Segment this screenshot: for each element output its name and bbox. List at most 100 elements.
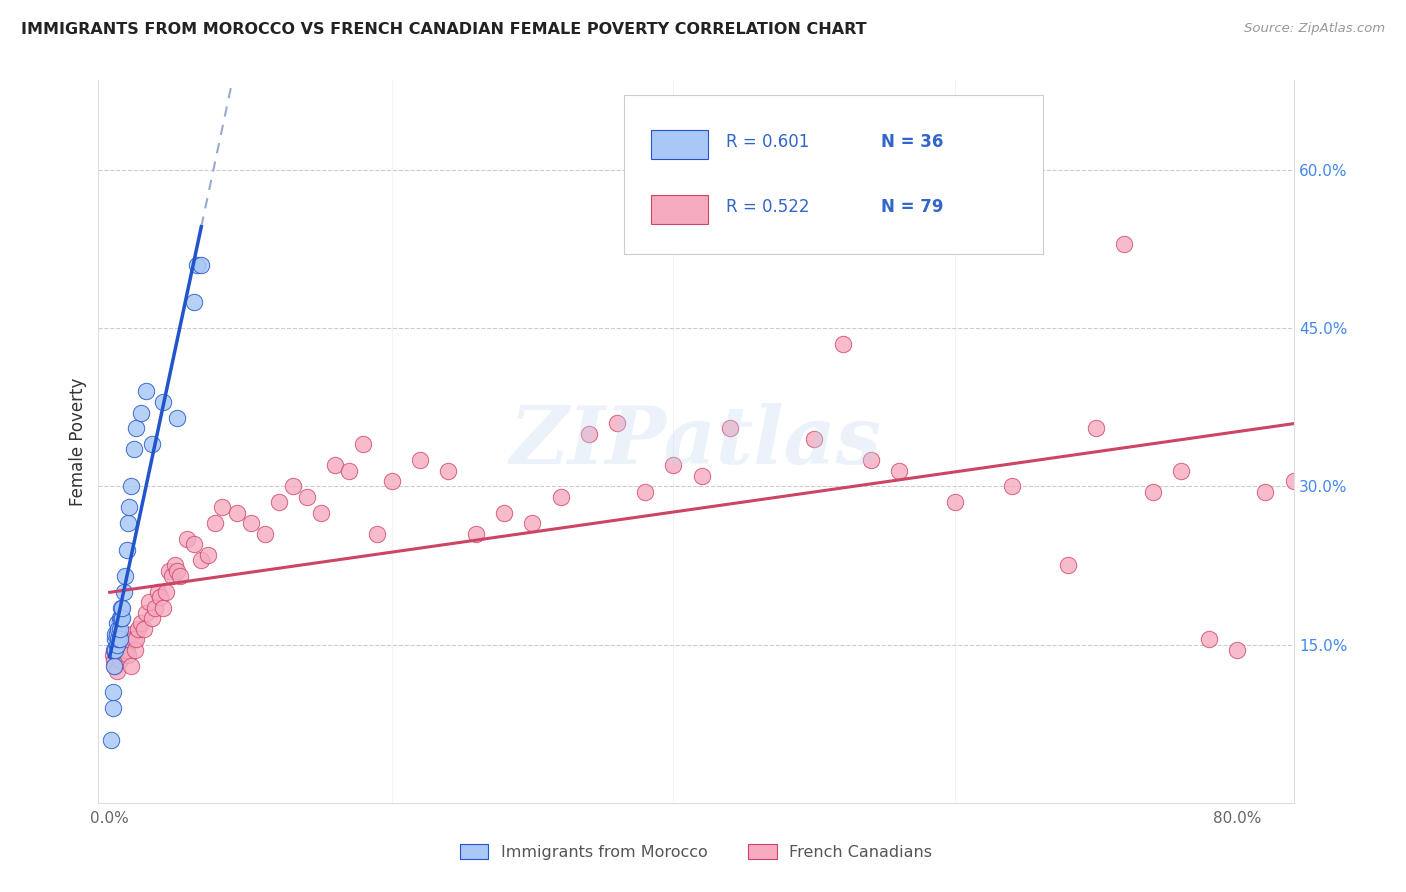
- Point: [110, 611, 132, 625]
- Point: [887, 464, 910, 478]
- Point: [103, 658, 125, 673]
- Point: [166, 410, 188, 425]
- Point: [107, 632, 129, 647]
- Point: [183, 294, 205, 309]
- Point: [267, 495, 290, 509]
- Point: [101, 701, 124, 715]
- Point: [190, 553, 212, 567]
- Point: [132, 622, 155, 636]
- Point: [104, 627, 127, 641]
- Point: [522, 516, 544, 531]
- Point: [606, 416, 628, 430]
- Point: [105, 664, 128, 678]
- Point: [155, 585, 177, 599]
- Text: N = 79: N = 79: [882, 198, 943, 216]
- Text: R = 0.522: R = 0.522: [725, 198, 810, 216]
- Point: [101, 685, 124, 699]
- Point: [337, 464, 360, 478]
- Point: [253, 526, 276, 541]
- Point: [107, 622, 129, 636]
- Point: [125, 421, 148, 435]
- Point: [550, 490, 572, 504]
- Point: [309, 506, 332, 520]
- Point: [105, 638, 128, 652]
- Point: [143, 600, 166, 615]
- Point: [135, 384, 157, 399]
- Point: [103, 643, 125, 657]
- FancyBboxPatch shape: [624, 95, 1043, 253]
- Point: [115, 542, 138, 557]
- Point: [1226, 643, 1249, 657]
- Point: [104, 643, 127, 657]
- Point: [211, 500, 233, 515]
- Point: [127, 622, 149, 636]
- Point: [108, 611, 131, 625]
- Point: [225, 506, 247, 520]
- Point: [323, 458, 346, 473]
- Point: [831, 337, 853, 351]
- Point: [115, 643, 138, 657]
- Point: [803, 432, 825, 446]
- Point: [125, 632, 148, 647]
- Point: [117, 516, 139, 531]
- Point: [117, 648, 139, 662]
- Point: [110, 600, 132, 615]
- Bar: [651, 194, 709, 224]
- Point: [160, 569, 183, 583]
- Point: [1198, 632, 1220, 647]
- Point: [1001, 479, 1024, 493]
- Text: N = 36: N = 36: [882, 133, 943, 151]
- Point: [152, 600, 174, 615]
- Point: [176, 532, 198, 546]
- Point: [129, 616, 152, 631]
- Point: [108, 632, 131, 647]
- Point: [122, 632, 145, 647]
- Point: [112, 643, 135, 657]
- Point: [114, 638, 136, 652]
- Point: [141, 437, 163, 451]
- Point: [494, 506, 516, 520]
- Point: [295, 490, 318, 504]
- Point: [100, 732, 122, 747]
- Point: [101, 648, 124, 662]
- Point: [1114, 236, 1136, 251]
- Point: [281, 479, 304, 493]
- Point: [121, 627, 143, 641]
- Point: [662, 458, 685, 473]
- Point: [204, 516, 226, 531]
- Point: [239, 516, 262, 531]
- Point: [352, 437, 374, 451]
- Point: [122, 442, 145, 457]
- Point: [111, 638, 134, 652]
- Point: [120, 479, 142, 493]
- Point: [1057, 558, 1080, 573]
- Point: [409, 453, 432, 467]
- Point: [104, 632, 127, 647]
- Point: [110, 643, 132, 657]
- Point: [163, 558, 186, 573]
- Point: [183, 537, 205, 551]
- Point: [157, 564, 180, 578]
- Point: [152, 395, 174, 409]
- Point: [104, 658, 127, 673]
- Point: [118, 500, 141, 515]
- Point: [111, 600, 134, 615]
- Point: [146, 585, 169, 599]
- Point: [124, 643, 146, 657]
- Point: [169, 569, 191, 583]
- Point: [718, 421, 741, 435]
- Point: [120, 658, 142, 673]
- Text: ZIPatlas: ZIPatlas: [510, 403, 882, 480]
- Point: [107, 648, 129, 662]
- Point: [105, 616, 128, 631]
- Point: [105, 627, 128, 641]
- Point: [149, 590, 172, 604]
- Point: [634, 484, 657, 499]
- Point: [1142, 484, 1164, 499]
- Point: [129, 405, 152, 419]
- Point: [366, 526, 388, 541]
- Text: R = 0.601: R = 0.601: [725, 133, 810, 151]
- Point: [1170, 464, 1192, 478]
- Bar: [651, 129, 709, 159]
- Point: [108, 622, 131, 636]
